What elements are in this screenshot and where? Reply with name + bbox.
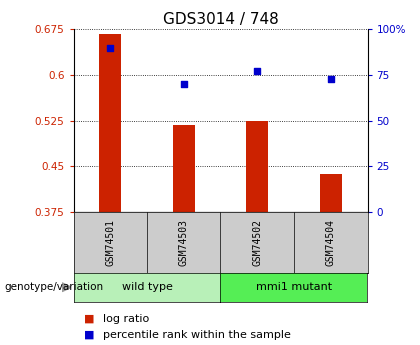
Text: GSM74502: GSM74502 — [252, 219, 262, 266]
Text: ■: ■ — [84, 314, 94, 324]
Text: percentile rank within the sample: percentile rank within the sample — [103, 330, 291, 339]
Title: GDS3014 / 748: GDS3014 / 748 — [163, 12, 278, 27]
Text: genotype/variation: genotype/variation — [4, 282, 103, 292]
Text: GSM74503: GSM74503 — [179, 219, 189, 266]
Point — [328, 76, 334, 81]
Text: GSM74501: GSM74501 — [105, 219, 115, 266]
Point — [254, 69, 260, 74]
Polygon shape — [62, 283, 71, 292]
Bar — [246, 121, 268, 212]
Bar — [320, 174, 342, 212]
Text: mmi1 mutant: mmi1 mutant — [256, 282, 332, 292]
Text: ■: ■ — [84, 330, 94, 339]
Bar — [173, 125, 195, 212]
Bar — [99, 33, 121, 212]
Text: GSM74504: GSM74504 — [326, 219, 336, 266]
Point — [181, 81, 187, 87]
Text: log ratio: log ratio — [103, 314, 149, 324]
Point — [107, 45, 113, 50]
Text: wild type: wild type — [121, 282, 173, 292]
